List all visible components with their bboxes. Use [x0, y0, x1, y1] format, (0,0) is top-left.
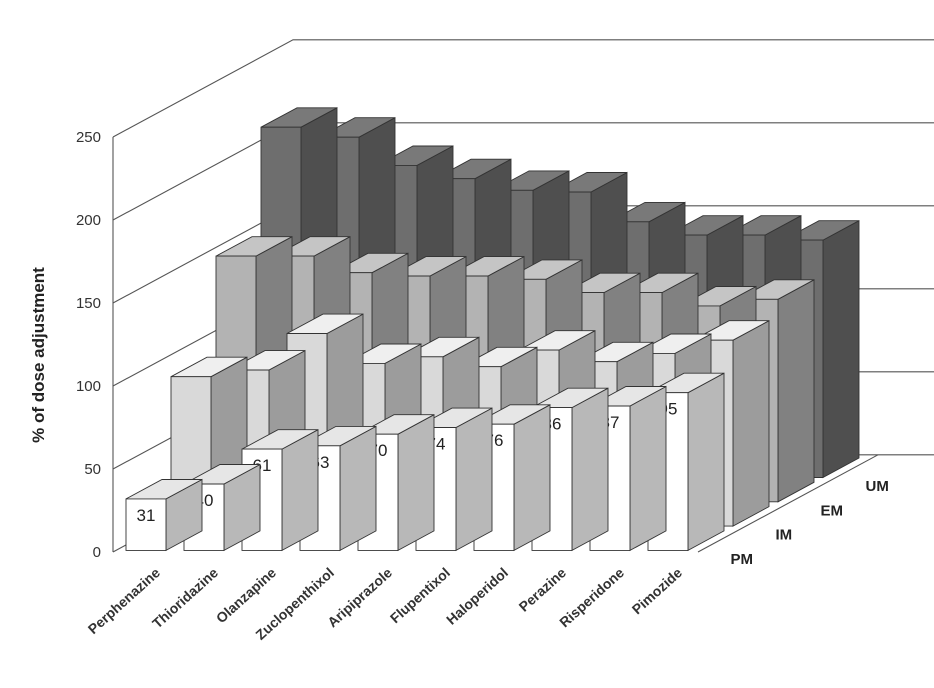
depth-axis-line	[697, 454, 879, 553]
y-tick-label-150: 150	[76, 295, 101, 312]
series-label-im: IM	[776, 527, 793, 544]
bar-PM-thioridazine: 40	[183, 463, 261, 552]
y-tick-label-200: 200	[76, 212, 101, 229]
data-label-perphenazine: 31	[137, 506, 156, 525]
y-tick-label-0: 0	[93, 544, 101, 561]
series-label-pm: PM	[731, 551, 754, 568]
series-label-em: EM	[821, 502, 844, 519]
category-label-perazine: Perazine	[516, 564, 570, 615]
category-label-haloperidol: Haloperidol	[443, 564, 511, 627]
y-tick-label-100: 100	[76, 378, 101, 395]
series-label-um: UM	[866, 478, 889, 495]
y-axis-label: % of dose adjustment	[29, 267, 48, 443]
category-label-pimozide: Pimozide	[629, 564, 686, 617]
bar-PM-perphenazine: 31	[125, 478, 203, 552]
y-tick-label-250: 250	[76, 129, 101, 146]
gridline-250	[112, 39, 934, 138]
y-tick-label-50: 50	[84, 461, 101, 478]
category-label-perphenazine: Perphenazine	[85, 564, 164, 637]
